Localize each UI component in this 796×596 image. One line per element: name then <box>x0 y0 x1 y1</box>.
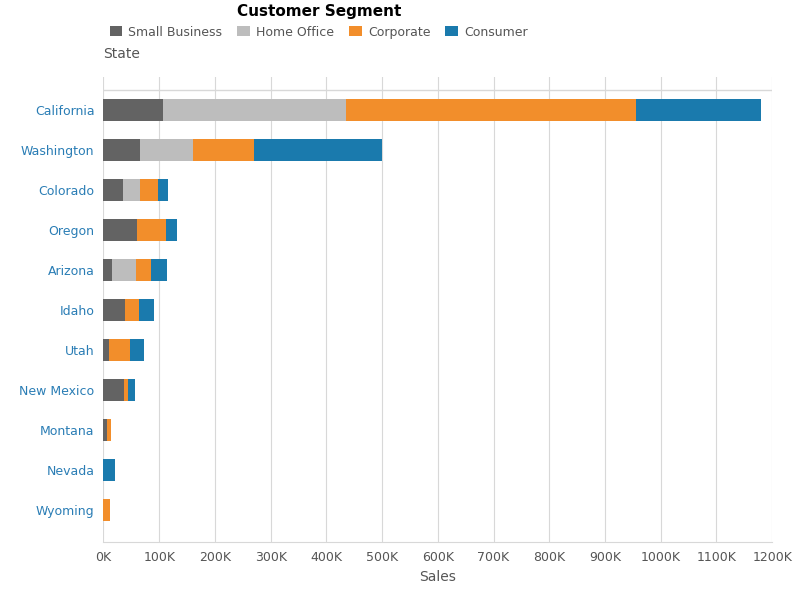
Bar <box>103 259 112 281</box>
Bar <box>635 98 761 120</box>
Bar <box>136 259 151 281</box>
Bar <box>109 339 131 361</box>
Bar <box>140 179 158 201</box>
Bar <box>163 98 345 120</box>
Bar <box>123 379 128 401</box>
Bar <box>158 179 167 201</box>
Bar <box>125 299 139 321</box>
Bar <box>103 179 123 201</box>
Bar <box>137 219 166 241</box>
Bar <box>107 419 111 441</box>
Bar <box>193 139 254 161</box>
X-axis label: Sales: Sales <box>419 570 456 584</box>
Bar <box>103 299 125 321</box>
Bar <box>103 219 137 241</box>
Legend: Small Business, Home Office, Corporate, Consumer: Small Business, Home Office, Corporate, … <box>110 4 528 39</box>
Bar <box>254 139 382 161</box>
Bar <box>103 139 140 161</box>
Bar <box>103 339 109 361</box>
Bar <box>103 98 163 120</box>
Bar <box>128 379 135 401</box>
Text: State: State <box>103 47 140 61</box>
Bar <box>139 299 154 321</box>
Bar <box>151 259 167 281</box>
Bar <box>103 499 110 522</box>
Bar <box>131 339 144 361</box>
Bar <box>103 459 115 481</box>
Bar <box>346 98 635 120</box>
Bar <box>103 419 107 441</box>
Bar <box>123 179 140 201</box>
Bar <box>103 379 123 401</box>
Bar <box>166 219 177 241</box>
Bar <box>140 139 193 161</box>
Bar <box>112 259 136 281</box>
